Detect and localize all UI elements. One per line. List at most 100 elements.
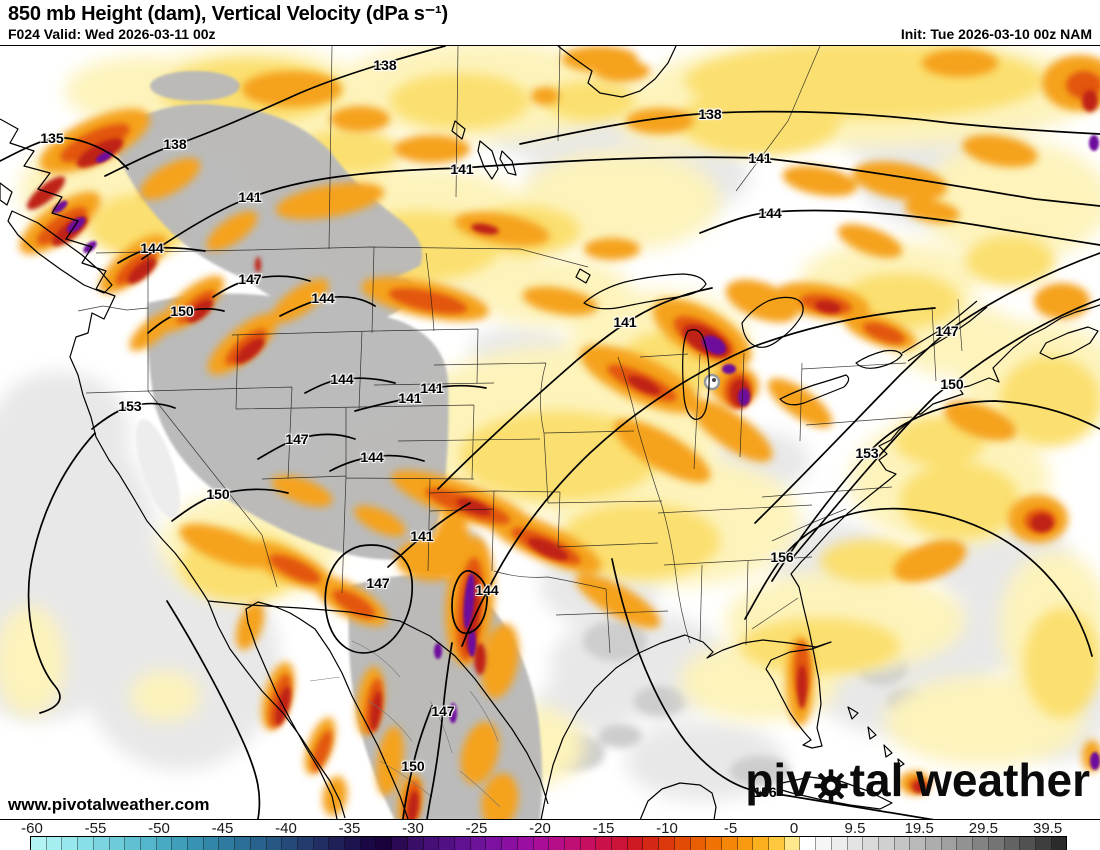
ascent-purple-layer <box>52 135 1100 770</box>
colorbar-cell <box>345 837 361 850</box>
colorbar-cell <box>847 837 864 850</box>
colorbar-tick: -55 <box>84 820 107 837</box>
colorbar-cell <box>517 837 534 850</box>
colorbar-cell <box>831 837 848 850</box>
colorbar-cell <box>250 837 267 850</box>
colorbar-cell <box>957 837 974 850</box>
colorbar-tick: 0 <box>789 820 799 837</box>
colorbar-cell <box>659 837 675 850</box>
website-url: www.pivotalweather.com <box>8 795 210 814</box>
coastline-layer <box>0 46 1100 819</box>
colorbar-cell <box>706 837 722 850</box>
colorbar-tick: 9.5 <box>844 820 866 837</box>
state-borders <box>77 46 963 654</box>
colorbar-cell <box>643 837 660 850</box>
haida-gwaii <box>0 182 13 206</box>
watermark-text-post: tal weather <box>849 754 1090 806</box>
colorbar-cell <box>392 837 408 850</box>
colorbar-cell <box>62 837 79 850</box>
colorbar-cell <box>439 837 455 850</box>
colorbar-cell <box>941 837 958 850</box>
canadian-lakes <box>451 120 591 284</box>
colorbar <box>30 836 1067 850</box>
colorbar-cell <box>203 837 220 850</box>
colorbar-cell <box>486 837 503 850</box>
colorbar-tick: -5 <box>723 820 738 837</box>
us-mexico-border <box>207 600 549 805</box>
colorbar-tick: -15 <box>592 820 615 837</box>
colorbar-cell <box>690 837 707 850</box>
colorbar-cell <box>533 837 550 850</box>
colorbar-cell <box>329 837 346 850</box>
colorbar-cell <box>313 837 330 850</box>
vancouver-island <box>7 210 113 294</box>
colorbar-cell <box>1036 837 1052 850</box>
colorbar-cell <box>219 837 236 850</box>
colorbar-cell <box>376 837 393 850</box>
height-contours <box>0 46 1100 819</box>
colorbar-cell <box>737 837 754 850</box>
bahamas <box>847 706 905 768</box>
colorbar-tick: -25 <box>465 820 488 837</box>
colorbar-tick: -30 <box>402 820 424 837</box>
colorbar-cell <box>360 837 377 850</box>
pacific-coast <box>0 118 346 819</box>
colorbar-cell <box>753 837 770 850</box>
colorbar-cell <box>627 837 644 850</box>
watermark: piv tal weather <box>745 757 1090 803</box>
colorbar-cell <box>612 837 628 850</box>
colorbar-cell <box>297 837 314 850</box>
yucatan <box>639 782 717 819</box>
colorbar-cell <box>988 837 1005 850</box>
forecast-valid-label: F024 Valid: Wed 2026-03-11 00z <box>8 26 216 42</box>
colorbar-cell <box>1020 837 1036 850</box>
st-lawrence <box>901 300 988 362</box>
colorbar-cell <box>721 837 738 850</box>
colorbar-cell <box>188 837 204 850</box>
colorbar-cell <box>235 837 251 850</box>
colorbar-cell <box>93 837 110 850</box>
colorbar-cell <box>407 837 424 850</box>
gear-icon <box>813 765 849 803</box>
colorbar-cell <box>266 837 283 850</box>
colorbar-cell <box>109 837 126 850</box>
colorbar-cell <box>894 837 911 850</box>
colorbar-footer: -60 -55 -50 -45 -40 -35 -30 -25 -20 -15 -10 -5 0 9.5 1… <box>0 820 1100 850</box>
colorbar-cell <box>816 837 832 850</box>
weather-map-svg <box>0 46 1100 819</box>
central-valley-gap <box>135 419 181 519</box>
colorbar-cell <box>172 837 189 850</box>
gulf-atlantic-coast <box>540 304 1100 819</box>
colorbar-cell <box>784 837 801 850</box>
colorbar-cell <box>282 837 298 850</box>
colorbar-tick: -50 <box>148 820 170 837</box>
colorbar-tick: -10 <box>656 820 678 837</box>
colorbar-tick-labels: -60 -55 -50 -45 -40 -35 -30 -25 -20 -15 -10 -5 0 9.5 1… <box>0 820 1100 837</box>
nova-scotia <box>1039 326 1099 360</box>
colorbar-cell <box>1051 837 1067 850</box>
header: 850 mb Height (dam), Vertical Velocity (… <box>0 0 1100 45</box>
colorbar-cell <box>674 837 691 850</box>
colorbar-cell <box>125 837 141 850</box>
colorbar-cell <box>31 837 47 850</box>
model-init-label: Init: Tue 2026-03-10 00z NAM <box>900 26 1092 42</box>
colorbar-cell <box>1004 837 1021 850</box>
colorbar-tick: 39.5 <box>1032 820 1063 837</box>
colorbar-tick: -20 <box>529 820 551 837</box>
great-lakes <box>583 273 903 420</box>
colorbar-cell <box>502 837 518 850</box>
colorbar-cell <box>910 837 927 850</box>
colorbar-cell <box>46 837 63 850</box>
colorbar-cell <box>973 837 989 850</box>
mexico-state-borders <box>309 640 501 808</box>
colorbar-cell <box>580 837 597 850</box>
colorbar-tick: -40 <box>275 820 297 837</box>
map-canvas: 135 138 138 138 141 141 141 144 144 144 147 150 153 1… <box>0 45 1100 820</box>
colorbar-tick: 19.5 <box>904 820 934 837</box>
colorbar-cell <box>156 837 173 850</box>
colorbar-cell <box>878 837 895 850</box>
colorbar-cell <box>454 837 471 850</box>
colorbar-cell <box>549 837 565 850</box>
colorbar-cell <box>140 837 157 850</box>
colorbar-cell <box>926 837 942 850</box>
